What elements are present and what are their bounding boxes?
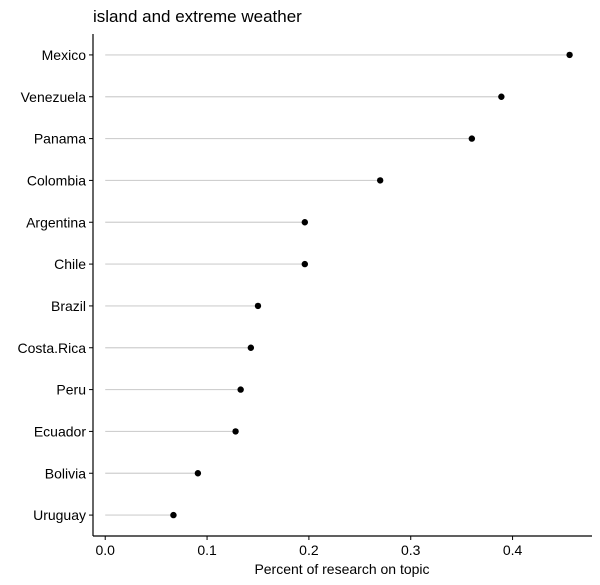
category-label-9: Ecuador <box>34 423 86 439</box>
data-point-10 <box>194 470 202 477</box>
chart-title: island and extreme weather <box>93 7 302 26</box>
data-point-8 <box>237 386 244 393</box>
x-tick-label-2: 0.2 <box>299 542 319 558</box>
data-point-11 <box>170 511 177 519</box>
data-point-1 <box>498 93 505 100</box>
data-point-7 <box>247 344 255 351</box>
category-label-11: Uruguay <box>33 507 86 523</box>
category-label-10: Bolivia <box>45 465 86 481</box>
data-point-5 <box>301 260 309 268</box>
category-label-2: Panama <box>34 131 86 147</box>
points-group <box>170 51 573 519</box>
data-point-2 <box>468 135 476 142</box>
x-tick-label-1: 0.1 <box>197 542 217 558</box>
category-label-1: Venezuela <box>21 89 87 105</box>
category-label-7: Costa.Rica <box>18 340 87 356</box>
data-point-0 <box>566 51 573 59</box>
category-label-8: Peru <box>56 382 86 398</box>
data-point-6 <box>254 302 262 310</box>
x-axis-title: Percent of research on topic <box>254 561 429 577</box>
category-label-6: Brazil <box>51 298 86 314</box>
x-tick-label-4: 0.4 <box>503 542 523 558</box>
data-point-4 <box>301 219 309 226</box>
category-label-0: Mexico <box>42 47 87 63</box>
stems-group <box>105 54 570 516</box>
y-axis: Mexico Venezuela Panama Colombia Argentina Ch… <box>18 34 94 536</box>
category-label-5: Chile <box>54 256 86 272</box>
category-label-3: Colombia <box>27 172 86 188</box>
category-label-4: Argentina <box>26 214 86 230</box>
data-point-9 <box>232 428 239 435</box>
x-tick-label-0: 0.0 <box>95 542 115 558</box>
x-axis: 0.0 0.1 0.2 0.3 0.4 <box>93 535 592 558</box>
data-point-3 <box>376 177 384 184</box>
x-tick-label-3: 0.3 <box>401 542 421 558</box>
